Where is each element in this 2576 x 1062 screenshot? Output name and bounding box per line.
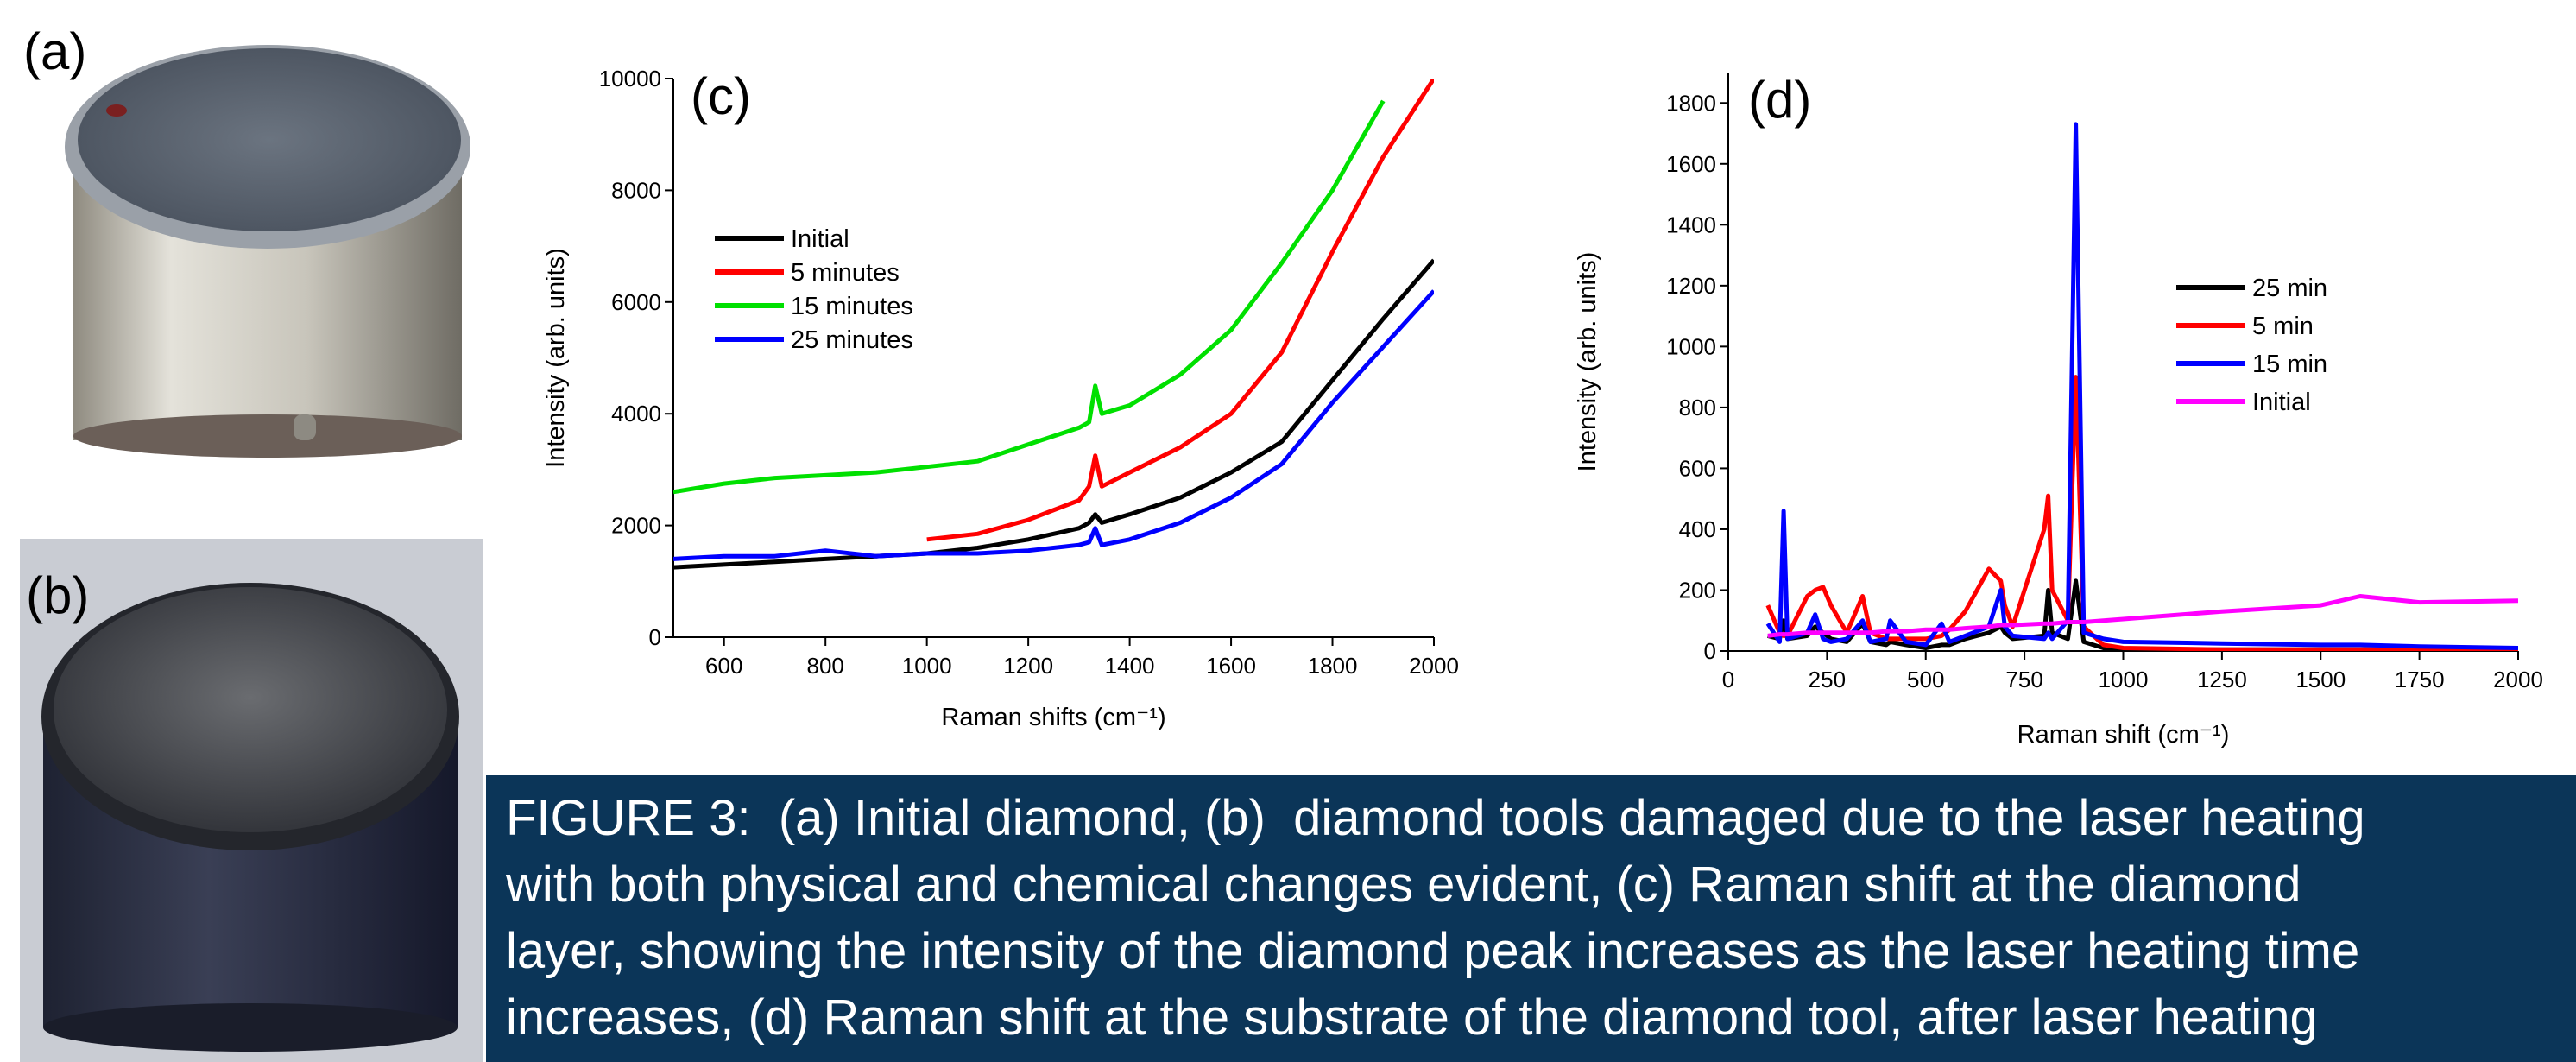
x-tick-label: 750 [2005,667,2042,692]
x-axis-label: Raman shift (cm⁻¹) [2017,721,2230,749]
x-tick-label: 1600 [1206,653,1256,679]
x-tick-label: 1400 [1105,653,1155,679]
series-line [673,260,1434,567]
legend-label: Initial [791,225,849,253]
x-tick-label: 1800 [1308,653,1358,679]
y-tick-label: 6000 [611,289,661,315]
y-tick-label: 1400 [1666,212,1716,237]
panel-label: (d) [1748,71,1811,129]
caption-line: with both physical and chemical changes … [505,857,2301,913]
y-tick-label: 600 [1679,455,1716,481]
y-tick-label: 1600 [1666,151,1716,177]
x-tick-label: 1200 [1003,653,1053,679]
x-tick-label: 2000 [2493,667,2543,692]
y-tick-label: 8000 [611,177,661,203]
series-line [1768,124,2518,648]
x-tick-label: 1250 [2197,667,2247,692]
series-line [1768,597,2518,636]
series-line [673,101,1383,492]
legend-label: 5 minutes [791,259,900,287]
x-tick-label: 1000 [2099,667,2149,692]
series-line [1768,377,2518,650]
y-tick-label: 200 [1679,577,1716,603]
x-tick-label: 1500 [2295,667,2346,692]
series-line [673,291,1434,559]
y-tick-label: 800 [1679,395,1716,420]
y-tick-label: 10000 [599,66,661,92]
figure: (a) (b) FIGURE 3: (a) Initial diamond, (… [0,0,2576,1062]
legend-label: 25 minutes [791,326,913,354]
legend-label: Initial [2252,389,2311,416]
panel-label: (a) [23,22,86,80]
y-axis-label: Intensity (arb. units) [542,248,570,468]
x-axis-label: Raman shifts (cm⁻¹) [941,704,1165,731]
x-tick-label: 800 [807,653,844,679]
x-tick-label: 250 [1809,667,1846,692]
x-tick-label: 0 [1722,667,1734,692]
x-tick-label: 600 [705,653,742,679]
y-tick-label: 2000 [611,513,661,539]
plot-area [1768,124,2518,649]
legend-label: 5 min [2252,313,2314,340]
y-tick-label: 0 [1704,638,1716,664]
y-tick-label: 4000 [611,401,661,427]
x-tick-label: 500 [1907,667,1944,692]
y-axis-label: Intensity (arb. units) [1574,252,1601,472]
y-tick-label: 1800 [1666,90,1716,116]
legend-label: 25 min [2252,275,2327,302]
x-tick-label: 2000 [1409,653,1459,679]
plot-area [673,79,1434,567]
legend-label: 15 min [2252,351,2327,378]
panel-label: (c) [691,67,751,125]
caption-line: FIGURE 3: (a) Initial diamond, (b) diamo… [506,790,2365,846]
photo-a [65,45,470,458]
caption-line: layer, showing the intensity of the diam… [506,923,2359,979]
y-tick-label: 400 [1679,516,1716,542]
y-tick-label: 1200 [1666,273,1716,299]
y-tick-label: 1000 [1666,333,1716,359]
x-tick-label: 1750 [2395,667,2445,692]
legend-label: 15 minutes [791,293,913,320]
caption-line: increases, (d) Raman shift at the substr… [506,989,2318,1046]
photo-b [20,539,483,1062]
panel-label: (b) [26,566,89,624]
x-tick-label: 1000 [902,653,952,679]
y-tick-label: 0 [649,624,661,650]
